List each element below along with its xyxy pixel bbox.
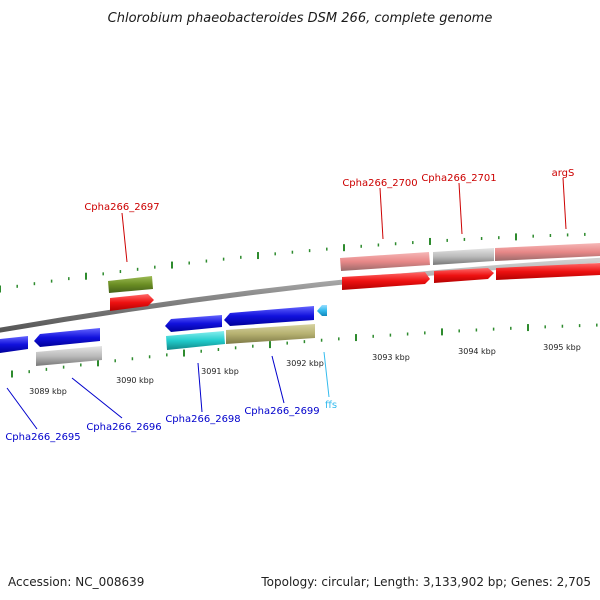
label-leader-line xyxy=(379,187,384,240)
scale-label: 3093 kbp xyxy=(372,353,410,362)
gene-feature[interactable] xyxy=(108,276,153,293)
label-leader-line xyxy=(197,362,203,413)
gene-feature[interactable] xyxy=(226,324,315,344)
scale-label: 3089 kbp xyxy=(29,387,67,396)
cds-feature[interactable] xyxy=(0,336,28,353)
genome-backbone xyxy=(0,257,600,333)
gene-label-cpha266-2695[interactable]: Cpha266_2695 xyxy=(5,432,80,443)
cds-feature[interactable] xyxy=(165,315,222,332)
reverse-scale-track xyxy=(11,323,598,378)
cds-feature[interactable] xyxy=(224,306,314,326)
cds-feature[interactable] xyxy=(34,328,100,347)
gene-label-args[interactable]: argS xyxy=(552,168,575,179)
gene-feature[interactable] xyxy=(340,252,430,271)
scale-label: 3090 kbp xyxy=(116,376,154,385)
cds-feature[interactable] xyxy=(434,268,494,283)
label-leader-line xyxy=(271,355,285,404)
cds-feature[interactable] xyxy=(110,294,154,311)
gene-feature[interactable] xyxy=(36,346,102,366)
forward-scale-track xyxy=(0,232,586,293)
scale-label: 3092 kbp xyxy=(286,359,324,368)
scale-label: 3094 kbp xyxy=(458,347,496,356)
accession-text: Accession: NC_008639 xyxy=(8,575,144,589)
label-leader-line xyxy=(121,212,128,263)
scale-label: 3095 kbp xyxy=(543,343,581,352)
rna-feature[interactable] xyxy=(317,305,327,316)
label-leader-line xyxy=(562,177,567,230)
gene-label-cpha266-2697[interactable]: Cpha266_2697 xyxy=(84,202,159,213)
gene-label-cpha266-2698[interactable]: Cpha266_2698 xyxy=(165,414,240,425)
gene-feature[interactable] xyxy=(166,331,225,350)
reverse-strand-genes xyxy=(0,305,327,366)
forward-gene-labels: Cpha266_2697 Cpha266_2700 Cpha266_2701 a… xyxy=(84,168,575,263)
scale-label: 3091 kbp xyxy=(201,367,239,376)
scale-labels: 3089 kbp 3090 kbp 3091 kbp 3092 kbp 3093… xyxy=(29,343,581,396)
label-leader-line xyxy=(458,182,463,235)
gene-label-cpha266-2699[interactable]: Cpha266_2699 xyxy=(244,406,319,417)
reverse-gene-labels: Cpha266_2695 Cpha266_2696 Cpha266_2698 C… xyxy=(5,351,337,443)
gene-feature[interactable] xyxy=(495,243,600,261)
gene-label-cpha266-2700[interactable]: Cpha266_2700 xyxy=(342,178,417,189)
gene-label-cpha266-2696[interactable]: Cpha266_2696 xyxy=(86,422,161,433)
map-title: Chlorobium phaeobacteroides DSM 266, com… xyxy=(108,11,493,26)
label-leader-line xyxy=(6,387,38,430)
label-leader-line xyxy=(71,377,123,419)
gene-feature[interactable] xyxy=(433,248,494,265)
forward-strand-genes xyxy=(108,243,600,311)
label-leader-line xyxy=(323,351,330,398)
cds-feature[interactable] xyxy=(342,272,430,290)
gene-label-ffs[interactable]: ffs xyxy=(325,400,337,411)
cds-feature[interactable] xyxy=(496,263,600,280)
gene-label-cpha266-2701[interactable]: Cpha266_2701 xyxy=(421,173,496,184)
topology-text: Topology: circular; Length: 3,133,902 bp… xyxy=(260,575,591,589)
